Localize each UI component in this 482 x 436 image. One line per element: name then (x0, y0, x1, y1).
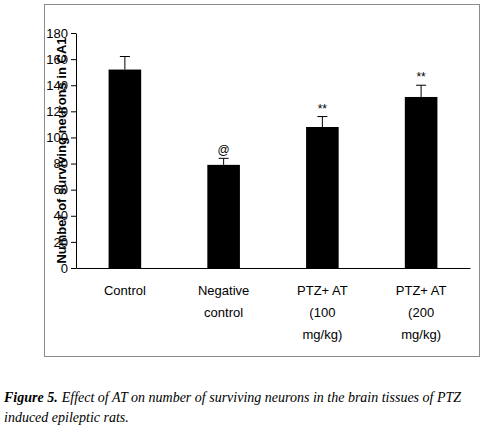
x-axis: Control Negativecontrol PTZ+ AT(100mg/kg) P… (77, 268, 471, 342)
bar (405, 97, 438, 268)
y-tick-mark (71, 137, 76, 138)
error-bar-stem (421, 85, 422, 97)
y-axis-title: Number of surviving neurons in CA1 (54, 37, 69, 263)
caption: Effect of AT on number of surviving neur… (4, 390, 461, 425)
error-bar-stem (124, 57, 125, 70)
bar (207, 165, 240, 268)
y-tick-mark (71, 111, 76, 112)
error-bar (416, 85, 426, 97)
error-bar (317, 117, 327, 127)
plot-area (109, 57, 438, 269)
error-bar-cap (317, 116, 327, 117)
x-tick-label: Negativecontrol (198, 283, 249, 320)
error-bar (120, 57, 130, 70)
significance-marker: ** (318, 102, 328, 116)
x-tick-label: PTZ+ AT(200mg/kg) (396, 283, 447, 342)
error-bar-cap (416, 85, 426, 86)
x-tick: PTZ+ AT(100mg/kg) (297, 268, 348, 342)
y-tick-mark (71, 216, 76, 217)
error-bar-cap (219, 158, 229, 159)
y-tick-mark (71, 33, 76, 34)
significance-marker: @ (218, 143, 230, 157)
x-tick-label: Control (104, 283, 146, 298)
error-bar-stem (322, 117, 323, 127)
significance-marker: ** (416, 70, 426, 84)
x-axis-line (77, 268, 471, 269)
chart: 020406080100120140160180 Control Negativec… (0, 0, 482, 436)
bar (306, 127, 339, 268)
y-tick-mark (71, 268, 76, 269)
y-axis-line (76, 34, 77, 269)
x-tick: PTZ+ AT(200mg/kg) (396, 268, 447, 342)
error-bar (219, 158, 229, 165)
error-bar-stem (223, 158, 224, 165)
y-tick-mark (71, 59, 76, 60)
x-tick-label: PTZ+ AT(100mg/kg) (297, 283, 348, 342)
y-axis: 020406080100120140160180 (46, 26, 76, 276)
y-tick-mark (71, 164, 76, 165)
y-tick-mark (71, 85, 76, 86)
y-tick-mark (71, 242, 76, 243)
x-tick: Negativecontrol (198, 268, 249, 320)
x-tick: Control (104, 268, 146, 298)
y-tick-mark (71, 190, 76, 191)
bar (109, 70, 142, 268)
caption-label: Figure 5. (3, 390, 58, 405)
chart-frame (45, 5, 480, 357)
error-bar-cap (120, 56, 130, 57)
